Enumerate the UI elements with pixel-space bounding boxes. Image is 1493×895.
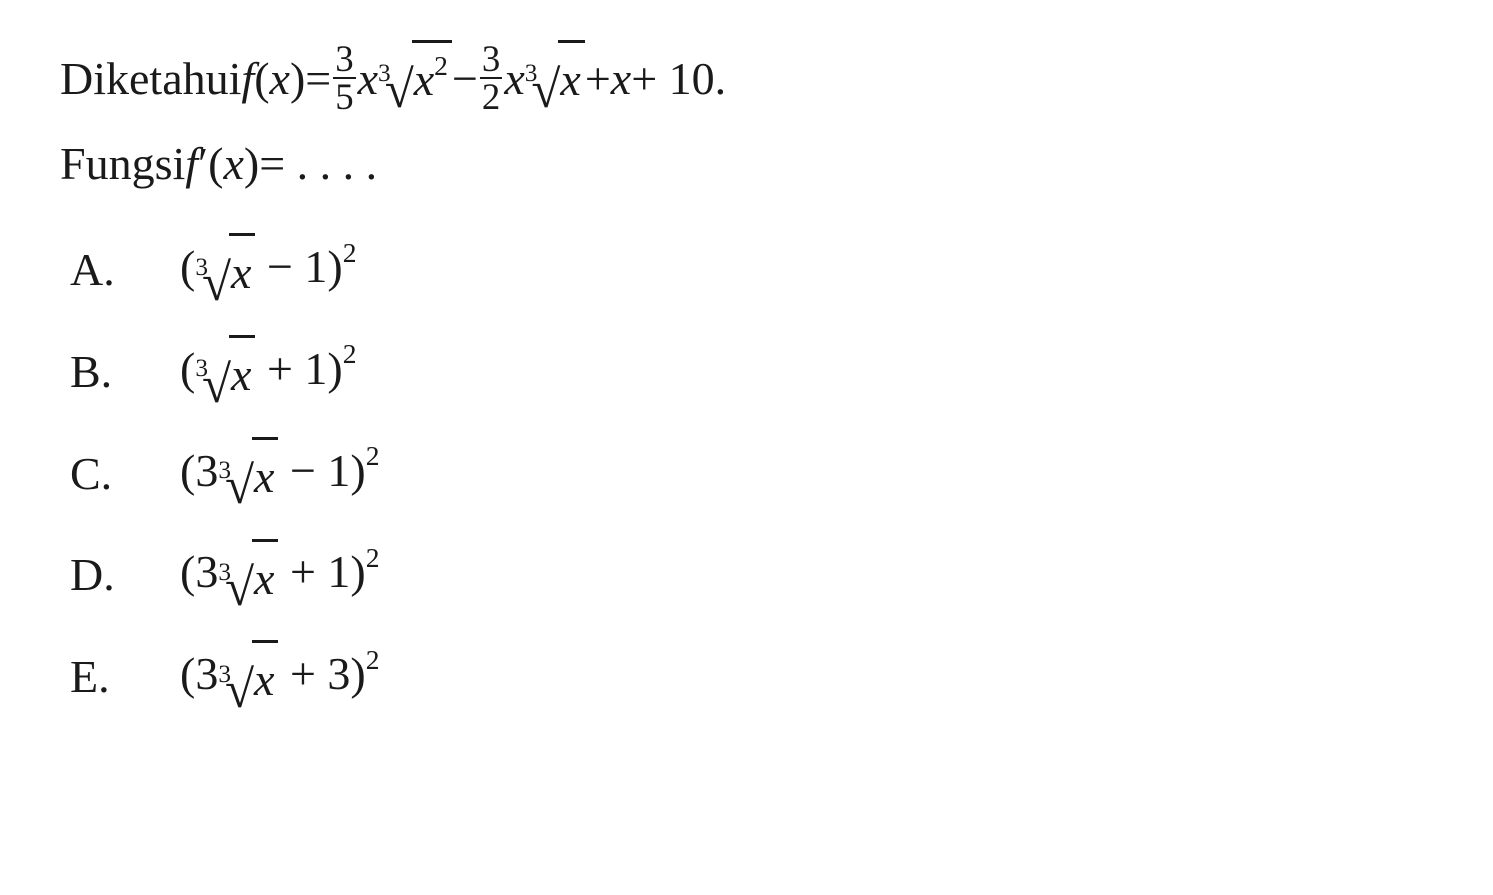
option-d: D. (33√x + 1)2 (70, 535, 1433, 615)
option-letter: A. (70, 233, 180, 307)
root-degree: 3 (218, 552, 231, 592)
coef: 3 (195, 546, 218, 597)
root-degree: 3 (378, 53, 391, 93)
fungsi-text: Fungsi (60, 127, 185, 201)
frac-den: 5 (333, 77, 355, 116)
inner-tail: + 3) (278, 648, 365, 699)
radicand: x (229, 335, 255, 412)
option-expr: (3√x − 1)2 (180, 230, 357, 310)
coef: 3 (195, 445, 218, 496)
options-list: A. (3√x − 1)2 B. (3√x + 1)2 C. (33√x − 1… (60, 230, 1433, 717)
inner-tail: + 1) (255, 343, 342, 394)
inner-tail: + 1) (278, 546, 365, 597)
outer-exp: 2 (343, 338, 357, 369)
option-letter: E. (70, 640, 180, 714)
cuberoot-x2: 3 √ x2 (378, 40, 452, 117)
coef: 3 (195, 648, 218, 699)
frac-num: 3 (333, 41, 355, 78)
outer-exp: 2 (366, 644, 380, 675)
root-degree: 3 (525, 53, 538, 93)
open-paren: ( (180, 648, 195, 699)
option-expr: (33√x + 3)2 (180, 637, 380, 717)
frac-num: 3 (480, 41, 502, 78)
option-b: B. (3√x + 1)2 (70, 332, 1433, 412)
option-letter: B. (70, 335, 180, 409)
open-paren: ( (180, 241, 195, 292)
outer-exp: 2 (343, 237, 357, 268)
lead-text: Diketahui (60, 42, 241, 116)
root-degree: 3 (195, 348, 208, 388)
paren-close: ) (244, 127, 259, 201)
option-letter: D. (70, 538, 180, 612)
outer-exp: 2 (366, 542, 380, 573)
open-paren: ( (180, 343, 195, 394)
paren-open: ( (254, 42, 269, 116)
equals: = (305, 42, 331, 116)
option-expr: (33√x − 1)2 (180, 434, 380, 514)
paren-open: ( (208, 127, 223, 201)
math-problem-page: Diketahui f ( x ) = 3 5 x 3 √ x2 − 3 2 x… (0, 0, 1493, 779)
fn-f: f (241, 42, 254, 116)
cuberoot-icon: 3√x (218, 437, 278, 514)
radicand: x (229, 233, 255, 310)
fprime-f: f (185, 127, 198, 201)
open-paren: ( (180, 445, 195, 496)
radicand: x (252, 437, 278, 514)
question-line-2: Fungsi f ′ ( x ) = . . . . (60, 127, 1433, 201)
fraction-3-5: 3 5 (333, 41, 355, 117)
radicand-exp: 2 (434, 50, 448, 81)
option-e: E. (33√x + 3)2 (70, 637, 1433, 717)
option-expr: (33√x + 1)2 (180, 535, 380, 615)
radicand: x2 (412, 40, 452, 117)
open-paren: ( (180, 546, 195, 597)
option-expr: (3√x + 1)2 (180, 332, 357, 412)
radicand: x (558, 40, 584, 117)
cuberoot-icon: 3√x (195, 335, 255, 412)
outer-exp: 2 (366, 440, 380, 471)
inner-tail: − 1) (278, 445, 365, 496)
inner-tail: − 1) (255, 241, 342, 292)
minus: − (452, 42, 478, 116)
plus-ten: + 10. (631, 42, 726, 116)
tail-x: x (611, 42, 631, 116)
term2-x: x (504, 42, 524, 116)
plus: + (585, 42, 611, 116)
radicand: x (252, 640, 278, 717)
radicand-var: x (414, 54, 434, 105)
cuberoot-icon: 3√x (218, 640, 278, 717)
equals-dots: = . . . . (259, 127, 377, 201)
cuberoot-x: 3 √ x (525, 40, 585, 117)
frac-den: 2 (480, 77, 502, 116)
var-x: x (223, 127, 243, 201)
cuberoot-icon: 3√x (218, 539, 278, 616)
root-degree: 3 (218, 450, 231, 490)
option-a: A. (3√x − 1)2 (70, 230, 1433, 310)
cuberoot-icon: 3√x (195, 233, 255, 310)
root-degree: 3 (195, 247, 208, 287)
fraction-3-2: 3 2 (480, 41, 502, 117)
option-c: C. (33√x − 1)2 (70, 434, 1433, 514)
prime-symbol: ′ (198, 127, 208, 201)
term1-x: x (358, 42, 378, 116)
option-letter: C. (70, 437, 180, 511)
question-line-1: Diketahui f ( x ) = 3 5 x 3 √ x2 − 3 2 x… (60, 40, 1433, 117)
paren-close: ) (290, 42, 305, 116)
var-x: x (270, 42, 290, 116)
radicand: x (252, 539, 278, 616)
root-degree: 3 (218, 654, 231, 694)
